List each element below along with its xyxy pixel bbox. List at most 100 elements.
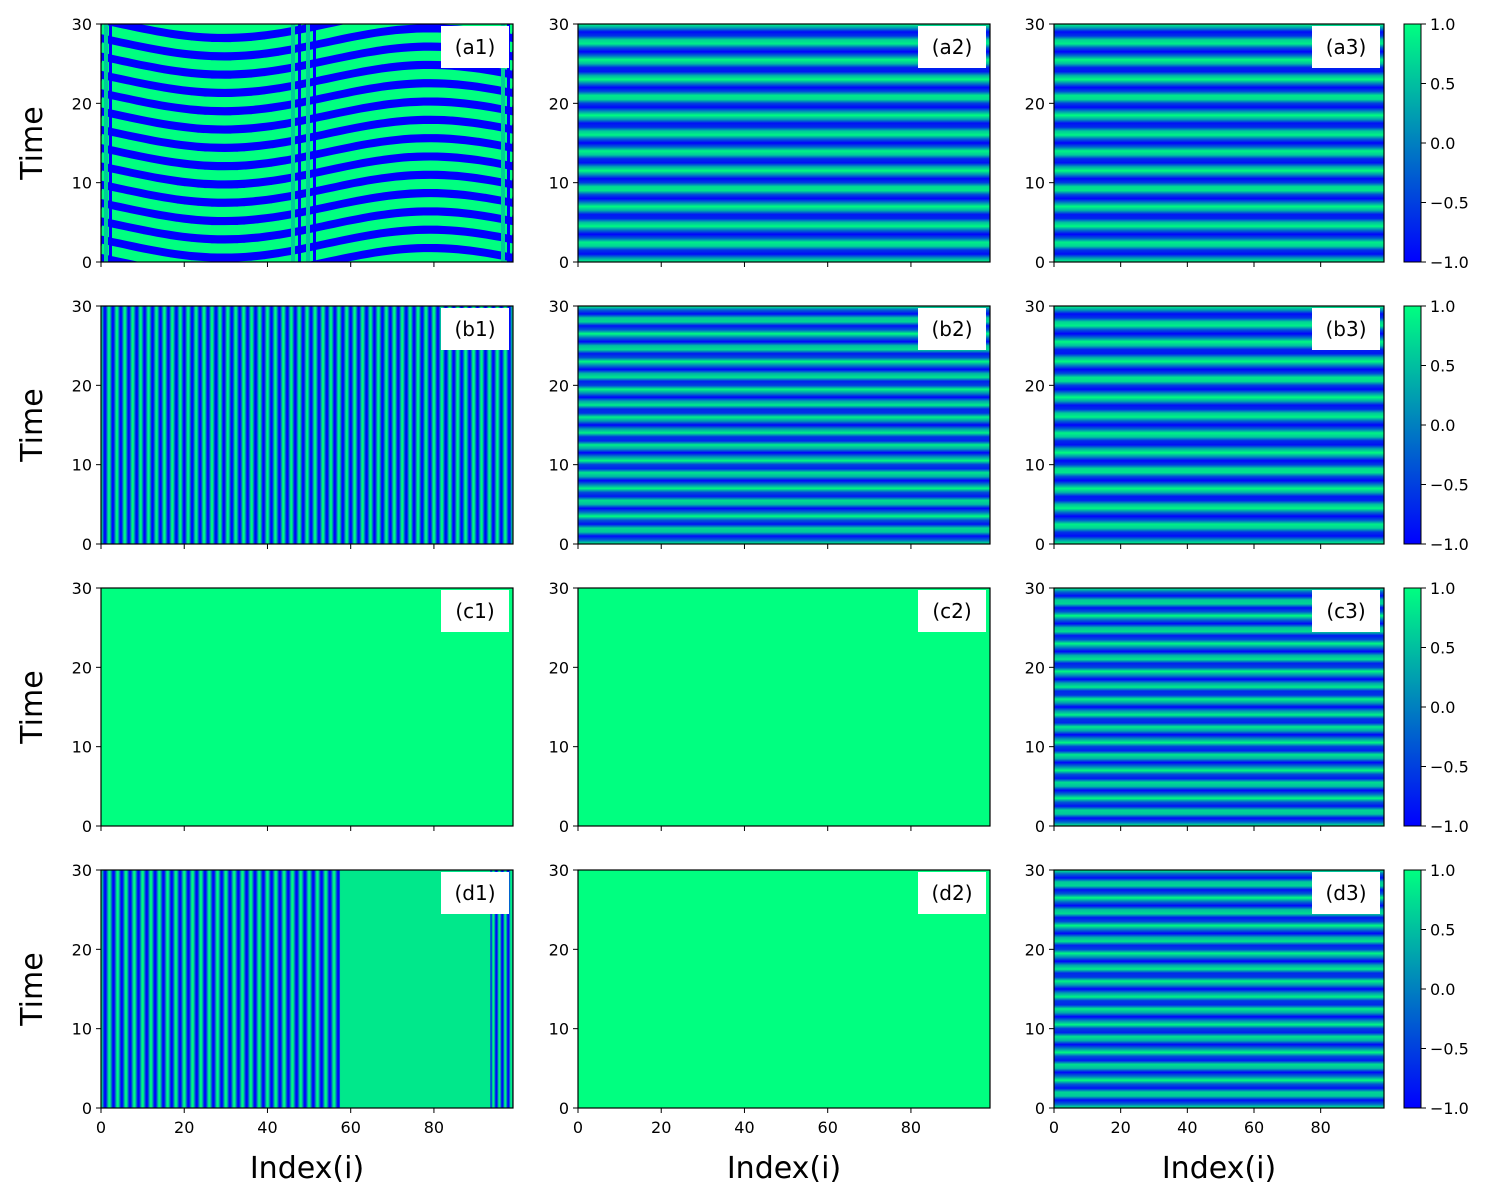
y-tick-label: 30: [72, 297, 92, 316]
colorbar-tick-label: 0.5: [1430, 357, 1455, 376]
panel-label-box: [918, 308, 986, 350]
panel-label: (d1): [454, 881, 495, 905]
panel-c2: (c2) 0 10 20 30: [549, 579, 991, 836]
axes-frame: [100, 23, 514, 263]
y-tick-label: 0: [559, 535, 569, 554]
y-tick-label: 10: [72, 174, 92, 193]
panel-label-box: [441, 26, 509, 68]
colorbar-tick-label: 1.0: [1430, 297, 1455, 316]
y-tick-label: 0: [82, 817, 92, 836]
colorbar-tick-label: 0.5: [1430, 639, 1455, 658]
panel-c3: (c3) 0 10 20 30: [1025, 579, 1385, 836]
y-tick-label: 30: [1025, 15, 1045, 34]
x-axis-label: Index(i): [250, 1151, 364, 1186]
colorbar-tick-label: 0.0: [1430, 980, 1455, 999]
colorbar-tick-label: 1.0: [1430, 15, 1455, 34]
panel-label-box: [441, 872, 509, 914]
x-tick-label: 80: [1310, 1118, 1330, 1137]
colorbar-tick-label: −0.5: [1430, 758, 1469, 777]
y-tick-label: 30: [72, 579, 92, 598]
panel-label: (a2): [932, 35, 973, 59]
colorbar-tick-label: −1.0: [1430, 1099, 1469, 1118]
panel-a3: (a3) 0 10 20 30: [1025, 15, 1385, 272]
y-tick-label: 0: [559, 1099, 569, 1118]
panel-label: (a3): [1326, 35, 1367, 59]
colorbar-tick-label: 1.0: [1430, 579, 1455, 598]
y-tick-label: 10: [1025, 174, 1045, 193]
axes-frame: [1053, 305, 1385, 545]
x-tick-label: 80: [901, 1118, 921, 1137]
colorbar: 1.0 0.5 0.0 −0.5 −1.0: [1403, 15, 1469, 272]
y-tick-label: 20: [72, 658, 92, 677]
y-tick-label: 20: [1025, 940, 1045, 959]
x-tick-label: 40: [1177, 1118, 1197, 1137]
y-tick-label: 30: [549, 297, 569, 316]
colorbar-tick-label: 0.5: [1430, 921, 1455, 940]
y-tick-label: 10: [72, 456, 92, 475]
colorbar-tick-label: 1.0: [1430, 861, 1455, 880]
y-tick-label: 30: [1025, 297, 1045, 316]
axes-frame: [577, 305, 991, 545]
axes-frame: [577, 587, 991, 827]
x-tick-label: 60: [1244, 1118, 1264, 1137]
y-tick-label: 20: [72, 940, 92, 959]
colorbar-gradient: [1403, 869, 1422, 1109]
y-tick-label: 30: [1025, 579, 1045, 598]
colorbar-tick-label: −1.0: [1430, 817, 1469, 836]
y-tick-label: 20: [1025, 376, 1045, 395]
colorbar-tick-label: 0.0: [1430, 134, 1455, 153]
y-tick-label: 20: [549, 940, 569, 959]
y-tick-label: 20: [72, 376, 92, 395]
y-tick-label: 30: [549, 15, 569, 34]
x-tick-label: 40: [734, 1118, 754, 1137]
x-tick-label: 80: [424, 1118, 444, 1137]
y-tick-label: 10: [549, 1020, 569, 1039]
panel-label: (d2): [931, 881, 972, 905]
y-tick-label: 30: [72, 861, 92, 880]
axes-frame: [577, 23, 991, 263]
x-tick-label: 0: [1049, 1118, 1059, 1137]
y-tick-label: 0: [82, 535, 92, 554]
x-axis-label: Index(i): [727, 1151, 841, 1186]
y-tick-label: 10: [1025, 1020, 1045, 1039]
axes-frame: [100, 587, 514, 827]
axes-frame: [100, 869, 514, 1109]
panel-label-box: [918, 590, 986, 632]
y-tick-label: 0: [82, 253, 92, 272]
y-tick-label: 0: [1035, 1099, 1045, 1118]
y-tick-label: 10: [549, 456, 569, 475]
axes-frame: [100, 305, 514, 545]
y-tick-label: 0: [82, 1099, 92, 1118]
x-tick-label: 20: [174, 1118, 194, 1137]
colorbar: 1.0 0.5 0.0 −0.5 −1.0: [1403, 579, 1469, 836]
axes-frame: [1053, 869, 1385, 1109]
panel-label: (a1): [455, 35, 496, 59]
colorbar-gradient: [1403, 587, 1422, 827]
y-tick-label: 0: [1035, 817, 1045, 836]
panel-label-box: [441, 590, 509, 632]
colorbar-tick-label: −1.0: [1430, 253, 1469, 272]
panel-label-box: [1312, 308, 1380, 350]
x-tick-label: 20: [1110, 1118, 1130, 1137]
x-tick-label: 60: [341, 1118, 361, 1137]
y-tick-label: 20: [549, 376, 569, 395]
panel-label: (b2): [931, 317, 972, 341]
panel-label: (c2): [932, 599, 971, 623]
y-tick-label: 0: [1035, 535, 1045, 554]
panel-label: (b1): [454, 317, 495, 341]
panel-d3: (d3) 0 10 20 30 0 20 40 60 80 Index(i): [1025, 861, 1385, 1186]
panel-label: (b3): [1325, 317, 1366, 341]
y-axis-label: Time: [15, 952, 50, 1026]
colorbar-gradient: [1403, 305, 1422, 545]
panel-label-box: [441, 308, 509, 350]
panel-d1: (d1) 0 10 20 30 0 20 40 60 80 Time Index(i): [15, 861, 514, 1186]
x-tick-label: 60: [818, 1118, 838, 1137]
panel-label-box: [1312, 872, 1380, 914]
x-tick-label: 0: [573, 1118, 583, 1137]
y-axis-label: Time: [15, 106, 50, 180]
y-tick-label: 30: [549, 861, 569, 880]
axes-frame: [1053, 587, 1385, 827]
y-tick-label: 20: [72, 94, 92, 113]
y-tick-label: 20: [549, 658, 569, 677]
